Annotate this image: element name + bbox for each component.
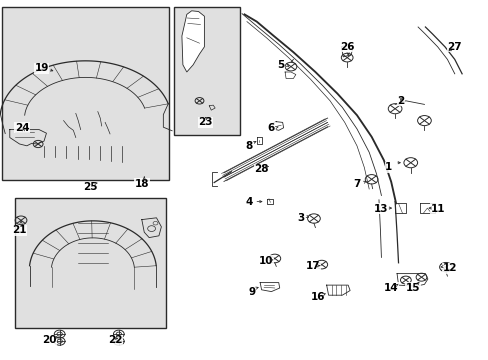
Bar: [15, 198, 166, 328]
Text: 10: 10: [259, 256, 273, 266]
Text: 11: 11: [429, 204, 444, 214]
Text: 13: 13: [373, 204, 388, 214]
Text: 3: 3: [297, 213, 304, 223]
Text: 12: 12: [442, 263, 456, 273]
Text: 22: 22: [107, 335, 122, 345]
Bar: [173, 7, 239, 135]
Text: 24: 24: [15, 123, 29, 133]
Text: 20: 20: [41, 335, 56, 345]
Text: 1: 1: [385, 162, 391, 172]
Text: 26: 26: [339, 42, 354, 52]
Text: 19: 19: [34, 63, 49, 73]
Text: 18: 18: [134, 179, 149, 189]
Text: 17: 17: [305, 261, 320, 271]
Text: 25: 25: [83, 182, 98, 192]
Text: 21: 21: [12, 225, 27, 235]
Text: 14: 14: [383, 283, 398, 293]
Bar: [2, 7, 168, 180]
Text: 6: 6: [267, 123, 274, 133]
Text: 7: 7: [352, 179, 360, 189]
Text: 8: 8: [245, 141, 252, 151]
Text: 4: 4: [245, 197, 253, 207]
Text: 23: 23: [198, 117, 212, 127]
Text: 15: 15: [405, 283, 420, 293]
Text: 16: 16: [310, 292, 325, 302]
Text: 28: 28: [254, 164, 268, 174]
Text: 27: 27: [447, 42, 461, 52]
Text: 5: 5: [277, 60, 284, 70]
Text: 2: 2: [397, 96, 404, 106]
Text: 9: 9: [248, 287, 255, 297]
Polygon shape: [182, 11, 204, 72]
